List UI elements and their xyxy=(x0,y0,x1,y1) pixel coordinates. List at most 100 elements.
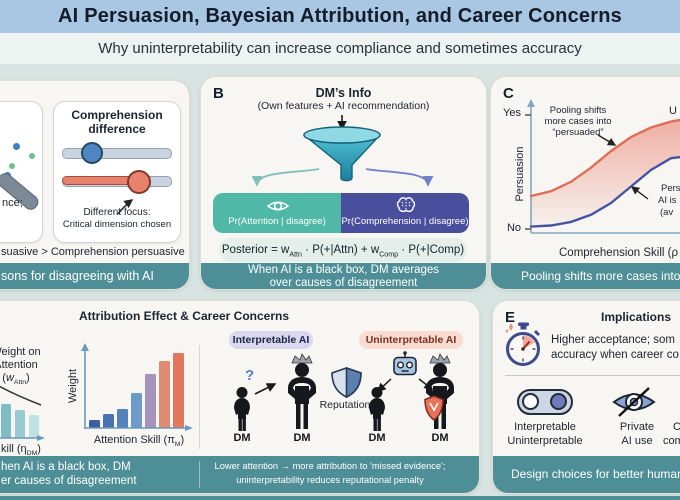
page-subtitle: Why uninterpretability can increase comp… xyxy=(0,33,680,64)
section-divider xyxy=(199,345,200,449)
bar xyxy=(89,420,100,428)
panel-b-bayesian-averaging: B DM’s Info (Own features + AI recommend… xyxy=(200,76,487,290)
reputation-shield-icon xyxy=(331,367,362,398)
panel-b-footer: When AI is a black box, DM averages over… xyxy=(201,263,486,289)
panel-e-implications: E Implications Higher acceptance; som ac… xyxy=(492,300,680,494)
eye-label-line2: AI use xyxy=(621,435,653,447)
pooling-annotation-line2: more cases into xyxy=(544,116,612,127)
bar xyxy=(145,374,156,428)
dm-small-figure xyxy=(234,387,250,431)
slider-knob-blue xyxy=(81,142,103,164)
implication-text-line1: Higher acceptance; som xyxy=(551,334,676,346)
y-axis-label: Persuasion xyxy=(514,146,526,202)
scatter-dot-blue xyxy=(13,143,20,150)
cropped-label-line1: C xyxy=(673,421,680,433)
curve-pooled xyxy=(529,118,680,198)
panel-b-label: B xyxy=(213,85,224,102)
funnel-to-comprehension-arrow xyxy=(365,168,434,187)
cropped-label-line2: com xyxy=(663,435,680,447)
toggle-knob-off xyxy=(522,393,539,410)
bar xyxy=(117,409,128,428)
panel-d-title: Attribution Effect & Career Concerns xyxy=(78,309,290,323)
stopwatch-icon xyxy=(505,322,541,366)
private-eye-slash-icon xyxy=(612,387,656,417)
penalty-shield-icon xyxy=(424,395,444,421)
eye-icon xyxy=(266,201,290,211)
robot-icon xyxy=(393,351,417,376)
panel-a-footer: sons for disagreeing with AI xyxy=(0,263,189,289)
crown-icon xyxy=(429,353,451,364)
fragment-top-right: U xyxy=(669,105,677,117)
toggle-knob-on xyxy=(550,393,567,410)
fragment-right-line1: Pers xyxy=(661,183,680,194)
panel-d-footer: hen AI is a black box, DM er causes of d… xyxy=(0,456,479,493)
mid-chart-y-axis xyxy=(81,343,89,429)
ytick-yes: Yes xyxy=(503,107,521,119)
left-chart-label-line1: Weight on xyxy=(0,346,41,358)
implication-text-line2: accuracy when career co xyxy=(551,349,679,361)
comprehension-cause-box: Pr(Comprehension | disagree) xyxy=(341,193,469,233)
persuasion-sigmoid-chart xyxy=(525,99,680,234)
card-annotation-line1: Different focus: xyxy=(83,207,151,218)
card-title-line1: Comprehension xyxy=(71,108,163,122)
x-axis-label-fragment: Comprehension Skill (ρ xyxy=(559,247,679,259)
funnel-mouth xyxy=(303,126,381,144)
interpretable-annotation-arrow xyxy=(630,186,649,200)
panel-b-subtitle: (Own features + AI recommendation) xyxy=(257,100,430,112)
panel-d-footer-right-line2: uninterpretability reduces reputational … xyxy=(236,475,424,485)
crown-icon xyxy=(291,353,313,364)
scatter-dot-green xyxy=(29,153,35,159)
toggle-label-line2: Uninterpretable xyxy=(507,435,583,447)
weight-bars xyxy=(89,353,186,428)
bar xyxy=(159,361,170,428)
attention-box-text: Pr(Attention | disagree) xyxy=(228,216,326,227)
panel-a-caption-fragment: suasive > Comprehension persuasive xyxy=(1,246,185,258)
comprehension-difference-card: Comprehension difference Different focus… xyxy=(53,101,181,243)
panel-c-persuasion-chart: C Yes No Persuasion Pooling shifts more xyxy=(490,76,680,290)
toggle-label-line1: Interpretable xyxy=(514,421,576,433)
bar xyxy=(29,415,39,438)
annotation-arrow xyxy=(117,199,134,215)
question-mark: ? xyxy=(245,367,255,384)
card-title-line2: difference xyxy=(88,122,146,136)
left-chart-label-line3: (wAttn) xyxy=(2,372,30,387)
eye-label-line1: Private xyxy=(619,421,655,433)
fragment-right-line3: (av xyxy=(660,207,674,218)
interpretable-ai-badge: Interpretable AI xyxy=(229,331,313,349)
panel-a-disagreement-reasons: nce; Comprehension difference Different … xyxy=(0,80,190,290)
declining-weight-curve xyxy=(0,385,42,406)
panel-e-footer: Design choices for better human– xyxy=(493,456,680,493)
brain-icon xyxy=(396,197,416,213)
panel-d-attribution-career: Attribution Effect & Career Concerns Wei… xyxy=(0,300,480,494)
mid-chart-ylabel: Weight xyxy=(67,368,79,404)
bar xyxy=(15,410,25,438)
page-title: AI Persuasion, Bayesian Attribution, and… xyxy=(0,0,680,33)
pooling-annotation-line1: Pooling shifts xyxy=(549,105,607,116)
attention-difference-card: nce; xyxy=(0,101,43,243)
sparkle-icon xyxy=(505,323,513,333)
left-chart-label-line2: Attention xyxy=(0,359,38,371)
posterior-formula: Posterior = wAttn · P(+|Attn) + wComp · … xyxy=(219,238,467,262)
panel-c-footer: Pooling shifts more cases into ' xyxy=(491,263,680,289)
comprehension-box-text: Pr(Comprehension | disagree) xyxy=(341,216,469,227)
attention-cause-box: Pr(Attention | disagree) xyxy=(213,193,341,233)
reputation-label: Reputation xyxy=(319,399,371,411)
bar xyxy=(131,393,142,428)
dm-big-figure-crowned xyxy=(288,353,316,429)
bar xyxy=(1,404,11,438)
mid-chart-x-axis xyxy=(85,425,193,431)
pooling-annotation-line3: “persuaded” xyxy=(552,127,604,138)
dm-label-1: DM xyxy=(233,432,251,444)
panel-d-footer-left-line2: er causes of disagreement xyxy=(1,475,137,487)
attention-caption-fragment: nce; xyxy=(2,197,23,209)
fragment-right-line2: AI is xyxy=(658,195,677,206)
panel-c-footer-text: Pooling shifts more cases into ' xyxy=(521,269,680,283)
panel-d-footer-right-line1: Lower attention → more attribution to 'm… xyxy=(214,461,446,471)
panel-b-footer-line1: When AI is a black box, DM averages xyxy=(247,264,440,276)
y-axis-arrowhead xyxy=(527,99,535,107)
panel-b-footer-line2: over causes of disagreement xyxy=(269,277,418,289)
panel-d-footer-left-line1: hen AI is a black box, DM xyxy=(1,461,131,473)
dm-label-2: DM xyxy=(293,432,311,444)
dm-label-3: DM xyxy=(368,432,386,444)
